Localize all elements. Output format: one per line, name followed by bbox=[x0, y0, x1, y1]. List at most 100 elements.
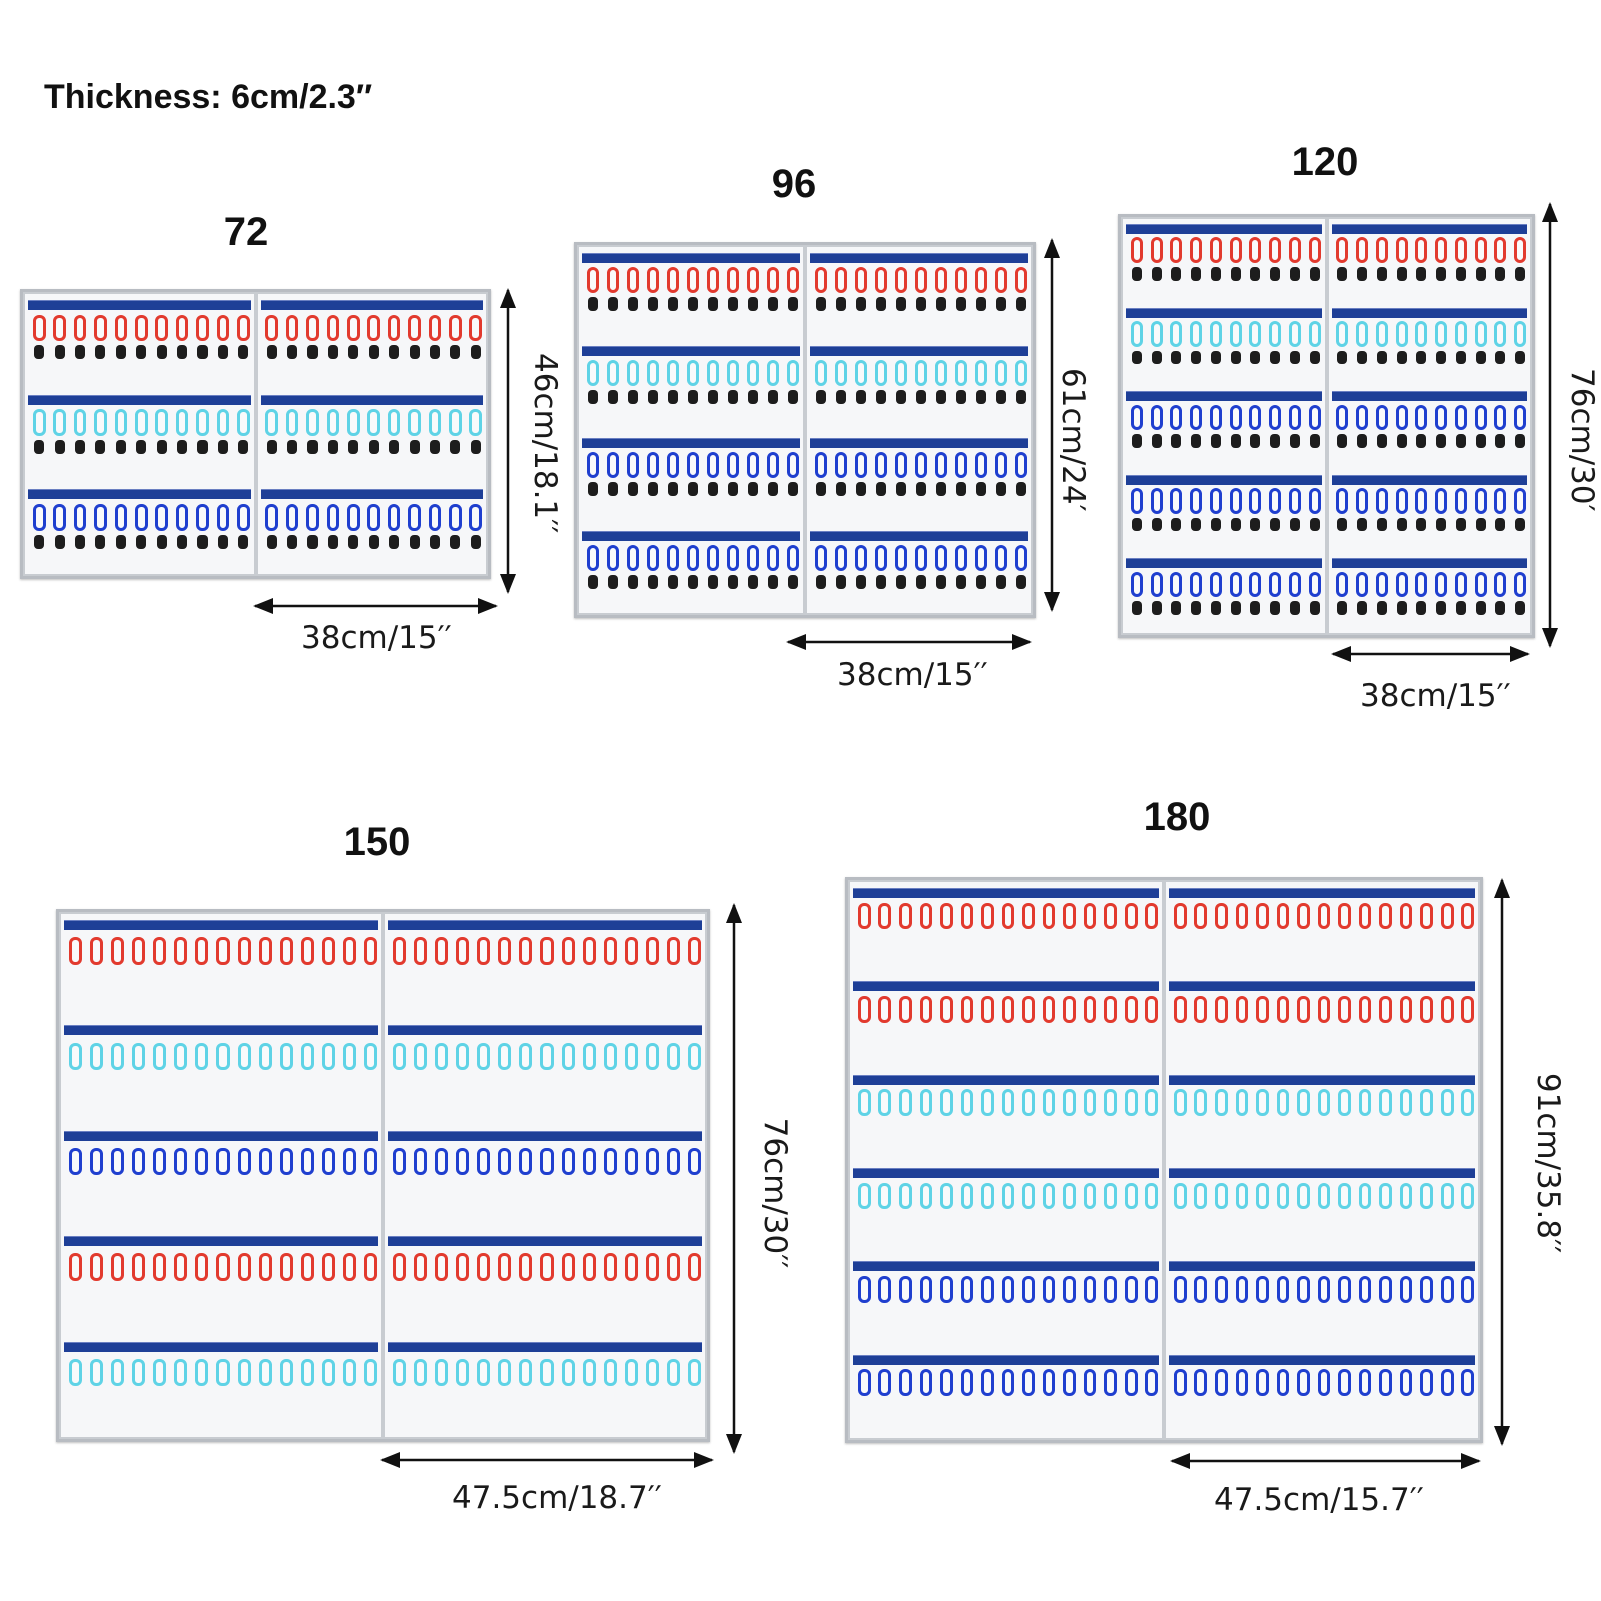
key-tag bbox=[1288, 488, 1301, 514]
key bbox=[429, 534, 441, 549]
key bbox=[1210, 434, 1221, 448]
key-tag bbox=[1356, 237, 1369, 264]
key-tag bbox=[174, 1253, 188, 1281]
key-tag bbox=[687, 937, 701, 965]
key bbox=[327, 345, 338, 360]
key-tag bbox=[561, 1042, 575, 1070]
key-tag bbox=[954, 359, 968, 386]
key bbox=[916, 389, 926, 404]
key bbox=[856, 574, 866, 589]
width-label-120: 38cm/15′′ bbox=[1360, 678, 1511, 714]
key-tag bbox=[32, 314, 46, 342]
hook-row bbox=[850, 1255, 1162, 1348]
key-tag bbox=[1130, 404, 1143, 431]
key bbox=[307, 534, 318, 549]
key bbox=[327, 534, 338, 549]
key-tag bbox=[1474, 320, 1487, 347]
key bbox=[836, 297, 846, 311]
hook-row bbox=[1166, 1162, 1478, 1255]
key bbox=[1270, 434, 1280, 448]
key-tag bbox=[363, 1358, 377, 1387]
key-tag bbox=[216, 1147, 230, 1176]
key bbox=[976, 297, 986, 311]
key bbox=[34, 345, 45, 360]
key-tag bbox=[90, 1042, 104, 1070]
key-tag bbox=[1042, 1182, 1056, 1210]
key bbox=[327, 440, 338, 454]
key bbox=[217, 345, 228, 360]
key bbox=[1151, 601, 1162, 615]
key-tag bbox=[586, 267, 600, 294]
key bbox=[1250, 601, 1261, 615]
key bbox=[816, 574, 826, 589]
key-tag bbox=[1104, 1182, 1118, 1210]
key-tag bbox=[477, 1147, 491, 1176]
key-tag bbox=[279, 937, 293, 965]
key bbox=[608, 482, 618, 496]
key bbox=[287, 345, 298, 360]
key bbox=[976, 482, 986, 496]
key-tag bbox=[1297, 902, 1310, 930]
key bbox=[1131, 267, 1142, 281]
key-tag bbox=[1214, 1089, 1228, 1116]
hook-row bbox=[1329, 219, 1531, 303]
key-tag bbox=[90, 1253, 104, 1281]
key-tag bbox=[216, 1042, 230, 1070]
key-tag bbox=[1170, 488, 1183, 514]
key-tag bbox=[814, 452, 828, 479]
number-label-strip bbox=[853, 981, 1159, 992]
key-tag bbox=[934, 544, 948, 571]
key-tag bbox=[1356, 571, 1369, 598]
key bbox=[307, 345, 318, 360]
key bbox=[136, 345, 147, 360]
key-tag bbox=[1514, 571, 1527, 598]
key bbox=[976, 574, 986, 589]
key-tag bbox=[1514, 237, 1527, 264]
hook-row bbox=[25, 483, 254, 576]
key-tag bbox=[1209, 488, 1222, 514]
key bbox=[1337, 601, 1348, 615]
key-tag bbox=[1399, 995, 1413, 1023]
key-tag bbox=[1338, 1369, 1351, 1396]
key-tag bbox=[960, 1089, 974, 1116]
key bbox=[816, 482, 826, 496]
key-tag bbox=[69, 1253, 83, 1281]
number-label-strip bbox=[1169, 1168, 1475, 1178]
key-tag bbox=[134, 314, 148, 342]
key-tag bbox=[857, 1089, 871, 1116]
key bbox=[1230, 267, 1241, 281]
key bbox=[1475, 267, 1486, 281]
key bbox=[1151, 350, 1162, 365]
key-tag bbox=[540, 1358, 554, 1387]
key-tag bbox=[1001, 995, 1015, 1023]
key-tag bbox=[1454, 571, 1467, 598]
key-tag bbox=[940, 1182, 953, 1210]
key-tag bbox=[726, 452, 740, 479]
key bbox=[788, 297, 798, 311]
key-cabinet-180 bbox=[845, 877, 1483, 1443]
hook-row bbox=[850, 882, 1162, 975]
key-tag bbox=[960, 1275, 974, 1303]
hook-row bbox=[1166, 975, 1478, 1068]
key-tag bbox=[1336, 404, 1349, 431]
key bbox=[956, 389, 966, 404]
key-tag bbox=[626, 267, 640, 294]
key bbox=[936, 482, 946, 496]
key-tag bbox=[428, 409, 442, 437]
key-tag bbox=[582, 1358, 596, 1387]
key-tag bbox=[1042, 995, 1056, 1023]
key-tag bbox=[236, 504, 250, 531]
key bbox=[768, 389, 778, 404]
number-label-strip bbox=[1169, 1074, 1475, 1085]
key-tag bbox=[834, 359, 848, 386]
key-cabinet-96 bbox=[574, 242, 1036, 618]
key-tag bbox=[1150, 488, 1163, 514]
key bbox=[1396, 267, 1407, 281]
key bbox=[628, 482, 638, 496]
key bbox=[429, 440, 441, 454]
key-tag bbox=[1235, 1369, 1249, 1396]
key-tag bbox=[94, 314, 107, 342]
key-tag bbox=[153, 1253, 167, 1281]
key-tag bbox=[393, 1358, 407, 1387]
